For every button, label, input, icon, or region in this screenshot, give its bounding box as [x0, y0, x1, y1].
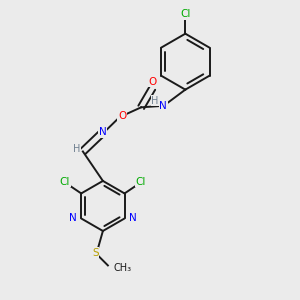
- Text: N: N: [99, 127, 107, 137]
- Text: O: O: [118, 111, 126, 121]
- Text: Cl: Cl: [136, 177, 146, 187]
- Text: CH₃: CH₃: [113, 263, 131, 273]
- Text: N: N: [159, 101, 167, 111]
- Text: O: O: [149, 77, 157, 87]
- Text: Cl: Cl: [60, 177, 70, 187]
- Text: H: H: [73, 143, 80, 154]
- Text: N: N: [129, 214, 137, 224]
- Text: N: N: [69, 214, 77, 224]
- Text: H: H: [151, 95, 159, 106]
- Text: Cl: Cl: [180, 9, 190, 19]
- Text: S: S: [92, 248, 99, 258]
